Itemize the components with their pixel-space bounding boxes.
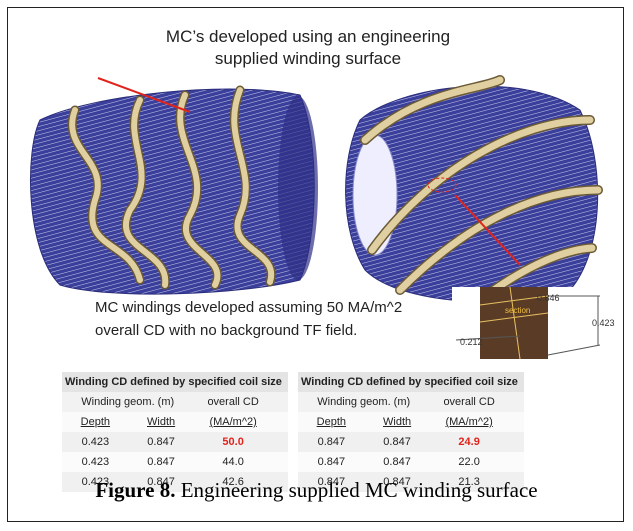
spacer-cell [273,392,288,412]
table-cell: 0.423 [62,452,129,472]
inset-label: 0.846 [537,293,560,303]
inset-label: 0.212 [460,337,483,347]
table-cell: 22.0 [429,452,508,472]
spacer-cell [273,412,288,432]
caption-label: Figure 8. [95,478,175,502]
table-title-row: Winding CD defined by specified coil siz… [62,372,288,392]
title-line: MC’s developed using an engineering [166,27,450,46]
header-cell: (MA/m^2) [429,412,508,432]
spacer-cell [509,392,524,412]
inset-label: section [505,306,530,315]
header-cell: overall CD [429,392,508,412]
table-cell: 0.847 [365,452,430,472]
table-cell: 0.423 [62,432,129,452]
header-cell: Width [129,412,194,432]
table-title: Winding CD defined by specified coil siz… [298,372,524,392]
header-row: Winding geom. (m)overall CD [62,392,288,412]
header-cell: Depth [298,412,365,432]
note-line: MC windings developed assuming 50 MA/m^2 [95,299,402,316]
spacer-cell [509,412,524,432]
page: {"title": {"lines": ["MC\u2019s develope… [0,0,633,531]
inset-section: 0.846 0.423 0.212 section [452,287,615,359]
left-coil-image [30,78,318,294]
spacer-cell [509,432,524,452]
header-cell: Depth [62,412,129,432]
spacer-cell [273,452,288,472]
data-table: Winding CD defined by specified coil siz… [298,372,524,492]
header-cell: (MA/m^2) [193,412,272,432]
note-line: overall CD with no background TF field. [95,322,357,339]
table-cell: 0.847 [129,432,194,452]
caption-text: Engineering supplied MC winding surface [181,478,538,502]
data-table: Winding CD defined by specified coil siz… [62,372,288,492]
header-cell: Winding geom. (m) [298,392,429,412]
header-cell: overall CD [193,392,272,412]
table-cell: 24.9 [429,432,508,452]
header-cell: Width [365,412,430,432]
table-title: Winding CD defined by specified coil siz… [62,372,288,392]
table-cell: 50.0 [193,432,272,452]
caption: Figure 8. Engineering supplied MC windin… [0,478,633,503]
table-cell: 0.847 [298,432,365,452]
table-cell: 0.847 [298,452,365,472]
table-cell: 44.0 [193,452,272,472]
right-coil-image [346,80,598,302]
header-cell: Winding geom. (m) [62,392,193,412]
table-cell: 0.847 [129,452,194,472]
table-title-row: Winding CD defined by specified coil siz… [298,372,524,392]
title-line: supplied winding surface [215,49,401,68]
inset-label: 0.423 [592,318,615,328]
header-row: Winding geom. (m)overall CD [298,392,524,412]
table-cell: 0.847 [365,432,430,452]
spacer-cell [273,432,288,452]
spacer-cell [509,452,524,472]
